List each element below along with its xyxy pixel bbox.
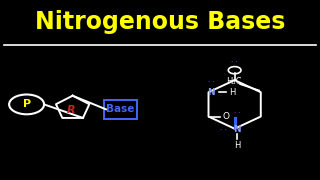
FancyBboxPatch shape [104, 100, 137, 119]
Text: H₃C: H₃C [226, 77, 242, 86]
Text: P: P [22, 99, 31, 109]
Text: O: O [223, 112, 230, 121]
Text: · ·: · · [220, 127, 226, 133]
Text: N: N [233, 125, 241, 134]
Text: H: H [229, 88, 236, 97]
Text: R: R [67, 105, 76, 115]
Text: · ·: · · [231, 59, 238, 65]
Text: H: H [234, 141, 240, 150]
Text: · ·: · · [234, 110, 240, 116]
Text: Base: Base [107, 104, 135, 114]
Text: Nitrogenous Bases: Nitrogenous Bases [35, 10, 285, 34]
Text: · ·: · · [208, 79, 214, 85]
Text: N: N [207, 88, 215, 97]
